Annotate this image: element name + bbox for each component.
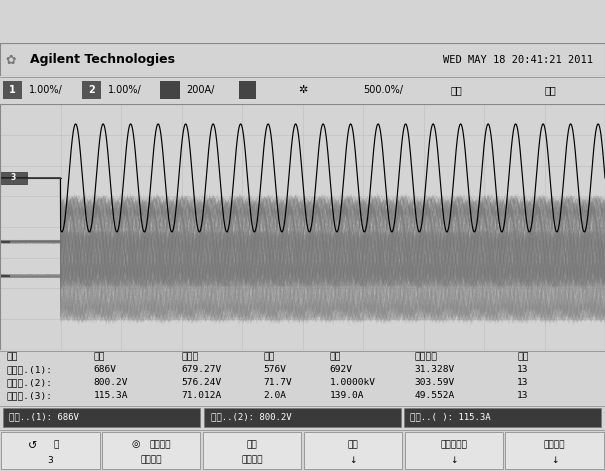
- Text: WED MAY 18 20:41:21 2011: WED MAY 18 20:41:21 2011: [443, 55, 593, 65]
- Bar: [204, 408, 401, 427]
- Text: 71.012A: 71.012A: [182, 391, 222, 400]
- Text: ↓: ↓: [349, 455, 357, 464]
- Text: 标准偏差: 标准偏差: [414, 353, 437, 362]
- Text: 679.27V: 679.27V: [182, 365, 222, 374]
- Text: 测量选择: 测量选择: [149, 440, 171, 449]
- Bar: [405, 432, 503, 470]
- Text: 清除测量值: 清除测量值: [440, 440, 467, 449]
- Text: 2.0A: 2.0A: [263, 391, 286, 400]
- Bar: [404, 408, 601, 427]
- Text: 13: 13: [517, 365, 529, 374]
- Text: 滚动: 滚动: [544, 85, 556, 95]
- Bar: [0, 172, 27, 184]
- Text: 115.3A: 115.3A: [94, 391, 128, 400]
- Text: ◎: ◎: [132, 439, 140, 449]
- Text: 最大: 最大: [330, 353, 341, 362]
- Text: 源: 源: [54, 440, 59, 449]
- Text: 测量: 测量: [6, 353, 18, 362]
- Text: 均方根.(2):: 均方根.(2):: [6, 378, 52, 387]
- Text: 800.2V: 800.2V: [94, 378, 128, 387]
- Text: 当前: 当前: [94, 353, 105, 362]
- Bar: [3, 81, 22, 100]
- Text: 686V: 686V: [94, 365, 117, 374]
- Text: 49.552A: 49.552A: [414, 391, 455, 400]
- Bar: [203, 432, 301, 470]
- Text: ↓: ↓: [551, 455, 558, 464]
- Text: 测试: 测试: [247, 440, 258, 449]
- Text: 平均值: 平均值: [182, 353, 199, 362]
- Text: 均方..( ): 115.3A: 均方..( ): 115.3A: [410, 413, 491, 421]
- Bar: [239, 81, 256, 100]
- Text: 71.7V: 71.7V: [263, 378, 292, 387]
- Text: 统计信息: 统计信息: [544, 440, 565, 449]
- Text: 576.24V: 576.24V: [182, 378, 222, 387]
- Text: 1.00%/: 1.00%/: [29, 85, 63, 95]
- Text: Agilent Technologies: Agilent Technologies: [30, 53, 175, 67]
- Text: ✿: ✿: [5, 53, 16, 67]
- Text: 1.00%/: 1.00%/: [108, 85, 142, 95]
- Text: 均方根.(1):: 均方根.(1):: [6, 365, 52, 374]
- Text: 1: 1: [9, 85, 16, 95]
- Text: 3: 3: [11, 173, 16, 183]
- Text: 139.0A: 139.0A: [330, 391, 364, 400]
- Bar: [3, 408, 200, 427]
- Bar: [102, 432, 200, 470]
- Text: 692V: 692V: [330, 365, 353, 374]
- Text: 均方..(1): 686V: 均方..(1): 686V: [9, 413, 79, 421]
- Text: 200A/: 200A/: [186, 85, 215, 95]
- Text: 500.0%/: 500.0%/: [363, 85, 403, 95]
- Text: 均方根值: 均方根值: [140, 455, 162, 464]
- Text: 1.0000kV: 1.0000kV: [330, 378, 376, 387]
- Text: 13: 13: [517, 391, 529, 400]
- Text: 设置: 设置: [347, 440, 358, 449]
- Text: 303.59V: 303.59V: [414, 378, 455, 387]
- Bar: [505, 432, 604, 470]
- Text: 576V: 576V: [263, 365, 286, 374]
- Text: 均方..(2): 800.2V: 均方..(2): 800.2V: [211, 413, 291, 421]
- Text: 2: 2: [88, 85, 95, 95]
- Bar: [304, 432, 402, 470]
- Bar: [1, 432, 100, 470]
- Text: 31.328V: 31.328V: [414, 365, 455, 374]
- Text: ↺: ↺: [28, 441, 37, 451]
- Text: 均方根.(3):: 均方根.(3):: [6, 391, 52, 400]
- Text: 3: 3: [48, 455, 53, 464]
- Text: 13: 13: [517, 378, 529, 387]
- Bar: [160, 81, 180, 100]
- Text: 均方根值: 均方根值: [241, 455, 263, 464]
- Text: 计数: 计数: [517, 353, 529, 362]
- Text: 停止: 停止: [451, 85, 462, 95]
- Text: ✲: ✲: [298, 85, 307, 95]
- Text: ↓: ↓: [450, 455, 457, 464]
- Bar: [82, 81, 101, 100]
- Text: 最小: 最小: [263, 353, 275, 362]
